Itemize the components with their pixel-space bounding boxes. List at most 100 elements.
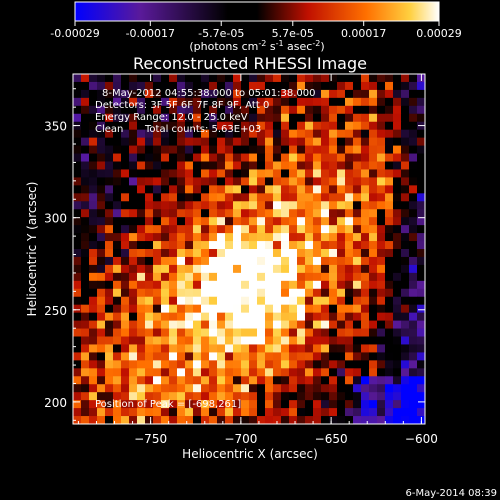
heatmap-cell bbox=[273, 264, 282, 274]
heatmap-cell bbox=[289, 312, 298, 321]
heatmap-cell bbox=[105, 97, 114, 107]
heatmap-cell bbox=[377, 113, 386, 123]
heatmap-cell bbox=[105, 121, 114, 131]
heatmap-cell bbox=[89, 153, 98, 162]
heatmap-cell bbox=[249, 145, 258, 154]
heatmap-cell bbox=[377, 225, 386, 234]
heatmap-cell bbox=[297, 392, 306, 401]
heatmap-cell bbox=[193, 336, 202, 345]
heatmap-cell bbox=[201, 105, 210, 115]
heatmap-cell bbox=[281, 145, 290, 154]
heatmap-cell bbox=[161, 336, 170, 345]
heatmap-cell bbox=[145, 225, 154, 234]
heatmap-cell bbox=[265, 201, 274, 210]
heatmap-cell bbox=[393, 89, 402, 99]
heatmap-cell bbox=[89, 241, 98, 250]
heatmap-cell bbox=[217, 217, 226, 226]
heatmap-cell bbox=[97, 209, 106, 218]
heatmap-cell bbox=[417, 153, 425, 162]
heatmap-cell bbox=[129, 169, 138, 178]
heatmap-cell bbox=[289, 209, 298, 218]
heatmap-cell bbox=[89, 312, 98, 321]
heatmap-cell bbox=[73, 113, 82, 123]
heatmap-cell bbox=[193, 145, 202, 154]
heatmap-cell bbox=[113, 400, 122, 409]
heatmap-cell bbox=[265, 249, 274, 258]
heatmap-cell bbox=[257, 400, 266, 409]
heatmap-cell bbox=[217, 352, 226, 361]
heatmap-cell bbox=[137, 121, 146, 131]
heatmap-cell bbox=[305, 233, 314, 242]
heatmap-cell bbox=[201, 304, 210, 314]
heatmap-cell bbox=[273, 249, 282, 258]
heatmap-cell bbox=[385, 217, 394, 226]
heatmap-cell bbox=[401, 272, 410, 282]
heatmap-cell bbox=[377, 288, 386, 298]
heatmap-cell bbox=[153, 105, 162, 115]
heatmap-cell bbox=[361, 336, 370, 345]
heatmap-cell bbox=[153, 376, 162, 385]
heatmap-cell bbox=[81, 328, 90, 337]
heatmap-cell bbox=[409, 209, 418, 218]
heatmap-cell bbox=[185, 169, 194, 178]
heatmap-cell bbox=[129, 161, 138, 170]
heatmap-cell bbox=[257, 161, 266, 170]
heatmap-cell bbox=[401, 416, 410, 424]
heatmap-cell bbox=[361, 384, 370, 393]
heatmap-cell bbox=[337, 360, 346, 369]
heatmap-cell bbox=[233, 105, 242, 115]
heatmap-cell bbox=[265, 225, 274, 234]
heatmap-cell bbox=[161, 328, 170, 337]
heatmap-cell bbox=[289, 249, 298, 258]
heatmap-cell bbox=[81, 256, 90, 266]
heatmap-cell bbox=[417, 129, 425, 139]
heatmap-cell bbox=[193, 264, 202, 274]
heatmap-cell bbox=[313, 233, 322, 242]
heatmap-cell bbox=[369, 185, 378, 194]
heatmap-cell bbox=[385, 121, 394, 131]
heatmap-cell bbox=[369, 416, 378, 424]
heatmap-cell bbox=[161, 384, 170, 393]
heatmap-cell bbox=[337, 129, 346, 139]
heatmap-cell bbox=[217, 296, 226, 306]
heatmap-cell bbox=[97, 328, 106, 337]
heatmap-cell bbox=[73, 400, 82, 409]
heatmap-cell bbox=[81, 304, 90, 314]
heatmap-cell bbox=[73, 225, 82, 234]
heatmap-cell bbox=[113, 392, 122, 401]
heatmap-cell bbox=[233, 384, 242, 393]
heatmap-cell bbox=[209, 169, 218, 178]
heatmap-cell bbox=[265, 145, 274, 154]
heatmap-cell bbox=[145, 145, 154, 154]
heatmap-cell bbox=[97, 89, 106, 99]
heatmap-cell bbox=[417, 145, 425, 154]
heatmap-cell bbox=[209, 241, 218, 250]
heatmap-cell bbox=[313, 400, 322, 409]
heatmap-cell bbox=[209, 217, 218, 226]
heatmap-cell bbox=[81, 272, 90, 282]
heatmap-cell bbox=[417, 296, 425, 306]
heatmap-cell bbox=[185, 185, 194, 194]
heatmap-cell bbox=[89, 400, 98, 409]
heatmap-cell bbox=[145, 74, 154, 83]
heatmap-cell bbox=[289, 241, 298, 250]
heatmap-cell bbox=[385, 304, 394, 314]
heatmap-cell bbox=[393, 320, 402, 329]
heatmap-cell bbox=[121, 169, 130, 178]
heatmap-cell bbox=[97, 416, 106, 424]
heatmap-cell bbox=[321, 113, 330, 123]
heatmap-cell bbox=[233, 193, 242, 202]
heatmap-cell bbox=[353, 233, 362, 242]
heatmap-cell bbox=[81, 249, 90, 258]
heatmap-cell bbox=[81, 217, 90, 226]
heatmap-cell bbox=[337, 177, 346, 186]
heatmap-cell bbox=[153, 201, 162, 210]
heatmap-cell bbox=[217, 89, 226, 99]
heatmap-cell bbox=[145, 161, 154, 170]
heatmap-cell bbox=[241, 400, 250, 409]
heatmap-cell bbox=[257, 368, 266, 377]
heatmap-cell bbox=[273, 344, 282, 353]
heatmap-cell bbox=[201, 336, 210, 345]
heatmap-cell bbox=[401, 74, 410, 83]
heatmap-cell bbox=[73, 392, 82, 401]
